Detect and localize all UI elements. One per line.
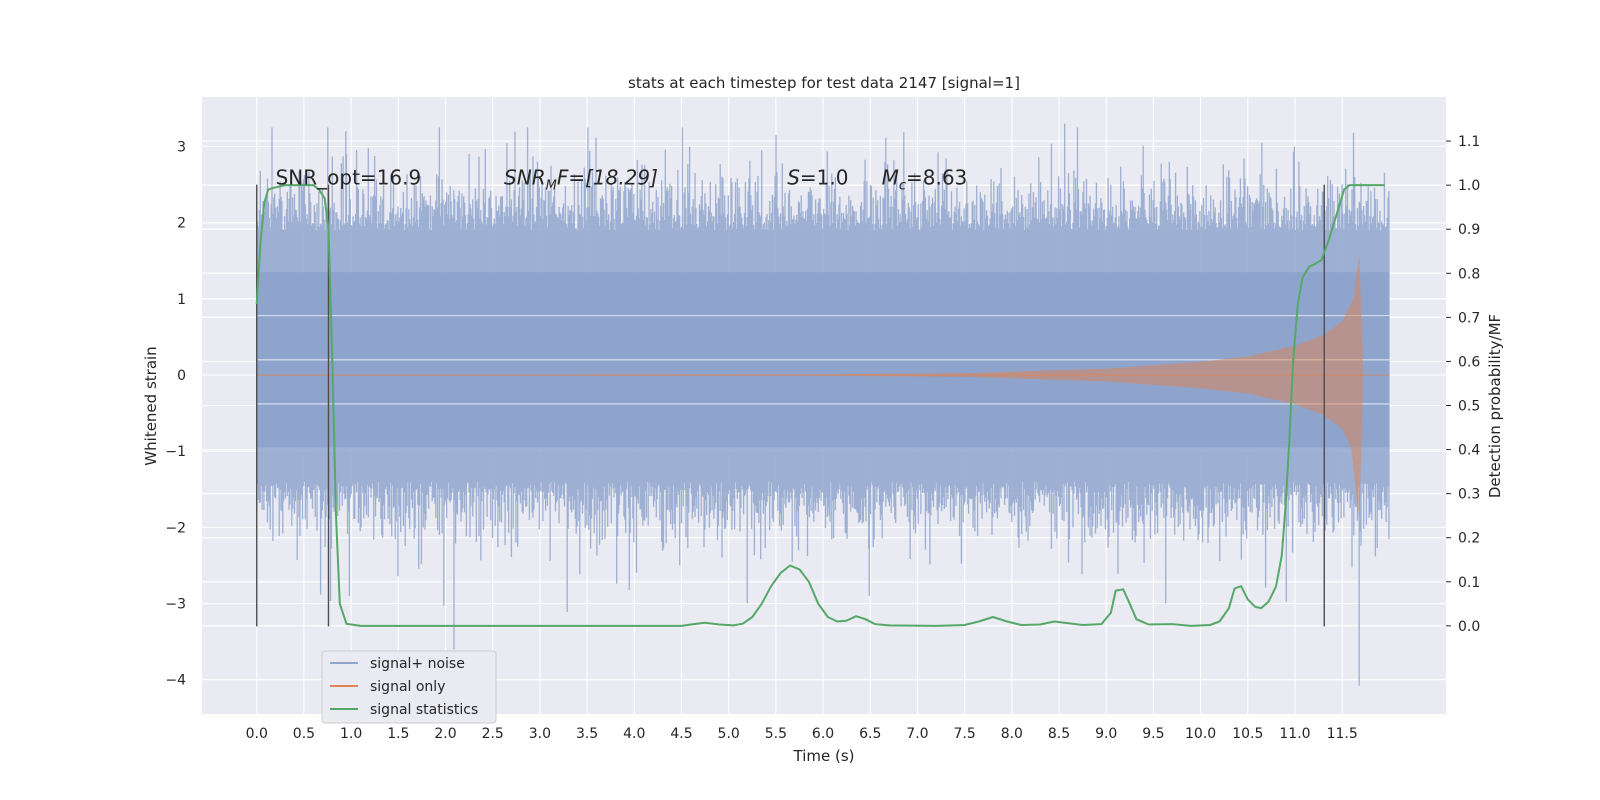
x-tick-label: 0.5 bbox=[293, 726, 315, 742]
annotation-s-value: S=1.0 bbox=[787, 166, 848, 190]
y-right-tick-label: 0.8 bbox=[1458, 266, 1480, 282]
y-right-tick-label: 1.1 bbox=[1458, 134, 1480, 150]
annotation-snr-mf-main: SNR bbox=[504, 166, 546, 190]
x-tick-label: 1.5 bbox=[387, 726, 409, 742]
legend-box bbox=[321, 650, 497, 724]
y-tick-label: −2 bbox=[165, 520, 186, 536]
y-right-tick-label: 0.1 bbox=[1458, 575, 1480, 591]
y-right-tick-label: 0.0 bbox=[1458, 619, 1480, 635]
y-tick-label: 2 bbox=[177, 216, 186, 232]
x-tick-label: 6.5 bbox=[859, 726, 881, 742]
x-tick-label: 7.5 bbox=[954, 726, 976, 742]
x-tick-label: 0.0 bbox=[246, 726, 268, 742]
y-right-tick-label: 0.6 bbox=[1458, 354, 1480, 370]
annotation-snr-mf-rest: F=[18.29] bbox=[557, 166, 658, 190]
x-tick-label: 10.5 bbox=[1232, 726, 1263, 742]
y-tick-label: 0 bbox=[177, 368, 186, 384]
y-right-tick-label: 1.0 bbox=[1458, 178, 1480, 194]
x-tick-label: 5.0 bbox=[718, 726, 740, 742]
x-tick-label: 6.0 bbox=[812, 726, 834, 742]
x-tick-label: 5.5 bbox=[765, 726, 787, 742]
signal-statistics-series bbox=[255, 184, 1385, 627]
y-right-axis-ticks: 0.0 0.1 0.2 0.3 0.4 0.5 0.6 0.7 0.8 0.9 1.0 1.1 bbox=[1446, 134, 1480, 635]
annotation-snr-opt: SNR_opt=16.9 bbox=[276, 166, 422, 190]
y-right-tick-label: 0.2 bbox=[1458, 531, 1480, 547]
x-tick-label: 11.5 bbox=[1327, 726, 1358, 742]
y-right-tick-label: 0.9 bbox=[1458, 222, 1480, 238]
signal-statistics-trace bbox=[255, 184, 1385, 627]
chart-title: stats at each timestep for test data 214… bbox=[628, 74, 1020, 92]
annotation-snr-mf-sub: M bbox=[546, 179, 557, 194]
x-axis-ticks: 0.0 0.5 1.0 1.5 2.0 2.5 3.0 3.5 4.0 4.5 5.0 5.5 6.0 6… bbox=[246, 726, 1358, 742]
y-tick-label: 1 bbox=[177, 292, 186, 308]
annotation-s-symbol: S bbox=[787, 166, 800, 190]
x-tick-label: 4.5 bbox=[670, 726, 692, 742]
legend: signal+ noise signal only signal statist… bbox=[321, 650, 497, 724]
x-tick-label: 9.0 bbox=[1095, 726, 1117, 742]
x-tick-label: 8.5 bbox=[1048, 726, 1070, 742]
x-tick-label: 3.0 bbox=[529, 726, 551, 742]
y-axis-ticks: −4 −3 −2 −1 0 1 2 3 bbox=[165, 140, 186, 689]
y-right-tick-label: 0.7 bbox=[1458, 310, 1480, 326]
signal-plus-noise-series bbox=[256, 123, 1390, 686]
y-tick-label: 3 bbox=[177, 140, 186, 156]
legend-label-signal-statistics: signal statistics bbox=[370, 702, 478, 718]
annotations: SNR_opt=16.9 SNRMF=[18.29] S=1.0 Mc=8.63 bbox=[276, 166, 968, 194]
annotation-mc-symbol: M bbox=[882, 166, 899, 190]
y-tick-label: −4 bbox=[165, 673, 186, 689]
x-tick-label: 1.0 bbox=[340, 726, 362, 742]
annotation-snr-mf: SNRMF=[18.29] bbox=[504, 166, 658, 194]
annotation-mc-rest: =8.63 bbox=[906, 166, 967, 190]
y-right-tick-label: 0.4 bbox=[1458, 443, 1480, 459]
x-tick-label: 2.0 bbox=[434, 726, 456, 742]
x-tick-label: 8.0 bbox=[1001, 726, 1023, 742]
x-tick-label: 10.0 bbox=[1185, 726, 1216, 742]
annotation-mc-sub: c bbox=[899, 179, 906, 194]
legend-label-signal-only: signal only bbox=[370, 679, 445, 695]
x-tick-label: 4.0 bbox=[623, 726, 645, 742]
x-tick-label: 7.0 bbox=[906, 726, 928, 742]
y-axis-label: Whitened strain bbox=[142, 346, 160, 465]
x-tick-label: 11.0 bbox=[1279, 726, 1310, 742]
y-right-tick-label: 0.3 bbox=[1458, 487, 1480, 503]
annotation-s-rest: =1.0 bbox=[800, 166, 849, 190]
x-tick-label: 9.5 bbox=[1142, 726, 1164, 742]
x-tick-label: 3.5 bbox=[576, 726, 598, 742]
legend-label-signal-noise: signal+ noise bbox=[370, 656, 465, 672]
y-right-tick-label: 0.5 bbox=[1458, 399, 1480, 415]
annotation-mc-value: Mc=8.63 bbox=[882, 166, 968, 194]
y-tick-label: −3 bbox=[165, 597, 186, 613]
x-axis-label: Time (s) bbox=[793, 747, 855, 765]
signal-only-series bbox=[256, 256, 1390, 517]
y-tick-label: −1 bbox=[165, 444, 186, 460]
x-tick-label: 2.5 bbox=[482, 726, 504, 742]
y-right-axis-label: Detection probability/MF bbox=[1486, 314, 1504, 498]
